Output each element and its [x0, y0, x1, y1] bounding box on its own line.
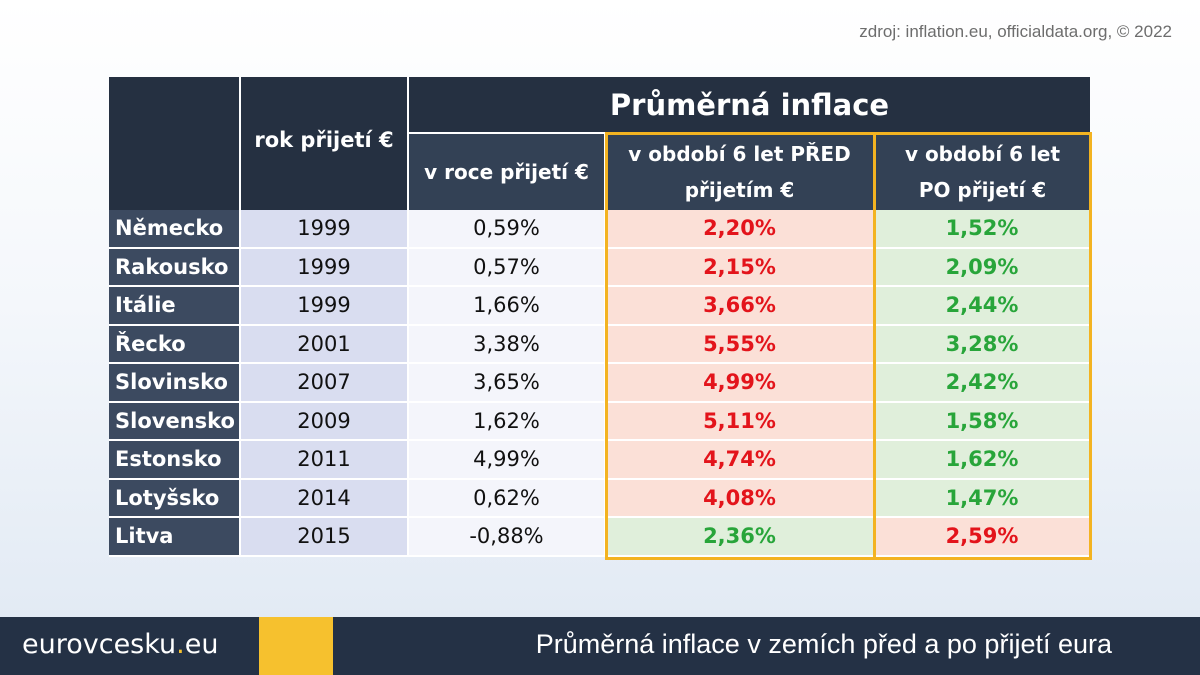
before-cell: 2,36%: [605, 517, 875, 557]
year-cell: 1999: [240, 247, 409, 287]
table-row: Litva 2015 -0,88% 2,36% 2,59%: [109, 517, 1091, 557]
after-cell: 1,58%: [874, 401, 1091, 441]
footer-title: Průměrná inflace v zemích před a po přij…: [535, 629, 1112, 659]
year-cell: 2001: [240, 324, 409, 364]
before-column-header: v období 6 let PŘED přijetím €: [604, 132, 874, 210]
before-cell: 4,74%: [605, 440, 875, 480]
in-year-cell: 1,62%: [408, 401, 606, 441]
before-header-line-2: přijetím €: [684, 178, 795, 202]
table-row: Německo 1999 0,59% 2,20% 1,52%: [109, 210, 1091, 249]
country-cell: Estonsko: [109, 440, 241, 480]
brand-suffix: eu: [184, 629, 219, 660]
table-row: Rakousko 1999 0,57% 2,15% 2,09%: [109, 247, 1091, 287]
after-cell: 1,62%: [874, 440, 1091, 480]
in-year-cell: 0,59%: [408, 210, 606, 249]
after-header-line-1: v období 6 let: [904, 142, 1061, 166]
before-cell: 4,08%: [605, 478, 875, 518]
before-cell: 2,20%: [605, 210, 875, 249]
before-cell: 2,15%: [605, 247, 875, 287]
in-year-column-header: v roce přijetí €: [407, 132, 605, 210]
year-cell: 2015: [240, 517, 409, 557]
year-column-header: rok přijetí €: [239, 77, 408, 210]
brand-logo: eurovcesku.eu: [22, 629, 219, 660]
in-year-cell: 0,62%: [408, 478, 606, 518]
year-cell: 1999: [240, 286, 409, 326]
table-row: Estonsko 2011 4,99% 4,74% 1,62%: [109, 440, 1091, 480]
footer-accent-block: [259, 617, 333, 675]
before-cell: 4,99%: [605, 363, 875, 403]
after-header-line-2: PO přijetí €: [918, 178, 1047, 202]
after-cell: 1,52%: [874, 210, 1091, 249]
country-cell: Slovinsko: [109, 363, 241, 403]
before-cell: 3,66%: [605, 286, 875, 326]
table-body: Německo 1999 0,59% 2,20% 1,52% Rakousko 1999 0,…: [109, 210, 1091, 557]
brand-dot: .: [176, 629, 185, 660]
country-cell: Litva: [109, 517, 241, 557]
after-cell: 3,28%: [874, 324, 1091, 364]
country-cell: Slovensko: [109, 401, 241, 441]
country-cell: Řecko: [109, 324, 241, 364]
table-row: Lotyšsko 2014 0,62% 4,08% 1,47%: [109, 478, 1091, 518]
year-cell: 2007: [240, 363, 409, 403]
footer-bar: eurovcesku.eu Průměrná inflace v zemích …: [0, 617, 1200, 675]
in-year-cell: 3,65%: [408, 363, 606, 403]
country-cell: Německo: [109, 210, 241, 249]
in-year-cell: 4,99%: [408, 440, 606, 480]
year-cell: 2011: [240, 440, 409, 480]
source-note: zdroj: inflation.eu, officialdata.org, ©…: [859, 22, 1172, 41]
country-cell: Lotyšsko: [109, 478, 241, 518]
in-year-cell: 3,38%: [408, 324, 606, 364]
after-cell: 2,09%: [874, 247, 1091, 287]
before-cell: 5,55%: [605, 324, 875, 364]
country-cell: Rakousko: [109, 247, 241, 287]
after-cell: 2,59%: [874, 517, 1091, 557]
corner-header-cell: [109, 77, 240, 210]
after-column-header: v období 6 let PO přijetí €: [873, 132, 1090, 210]
table-row: Řecko 2001 3,38% 5,55% 3,28%: [109, 324, 1091, 364]
before-cell: 5,11%: [605, 401, 875, 441]
year-cell: 2009: [240, 401, 409, 441]
table-row: Slovinsko 2007 3,65% 4,99% 2,42%: [109, 363, 1091, 403]
year-cell: 2014: [240, 478, 409, 518]
after-cell: 1,47%: [874, 478, 1091, 518]
brand-prefix: eurovcesku: [22, 629, 177, 660]
country-cell: Itálie: [109, 286, 241, 326]
before-header-line-1: v období 6 let PŘED: [628, 142, 851, 166]
in-year-cell: 1,66%: [408, 286, 606, 326]
table-row: Slovensko 2009 1,62% 5,11% 1,58%: [109, 401, 1091, 441]
in-year-cell: 0,57%: [408, 247, 606, 287]
in-year-cell: -0,88%: [408, 517, 606, 557]
inflation-table: rok přijetí € Průměrná inflace v roce př…: [109, 77, 1091, 557]
year-cell: 1999: [240, 210, 409, 249]
after-cell: 2,42%: [874, 363, 1091, 403]
table-row: Itálie 1999 1,66% 3,66% 2,44%: [109, 286, 1091, 326]
after-cell: 2,44%: [874, 286, 1091, 326]
table-title: Průměrná inflace: [407, 77, 1090, 133]
